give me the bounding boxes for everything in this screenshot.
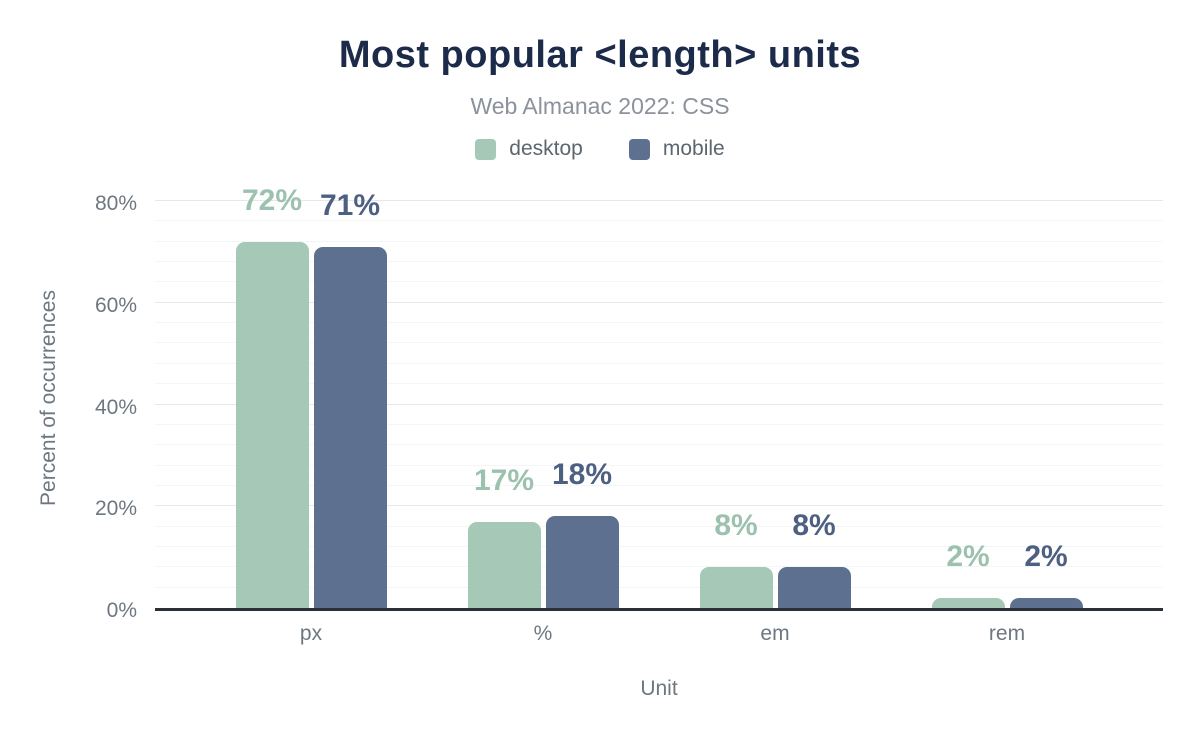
desktop-bar <box>699 567 773 608</box>
gridline-minor <box>155 586 1163 588</box>
gridline-minor <box>155 464 1163 466</box>
mobile-bar-value-label: 71% <box>319 188 381 222</box>
mobile-bar-value-label: 18% <box>551 458 613 492</box>
y-tick-label: 20% <box>94 497 137 521</box>
desktop-bar-slot: 17% <box>467 186 541 608</box>
gridline-minor <box>155 362 1163 364</box>
gridline-minor <box>155 383 1163 385</box>
chart-subtitle: Web Almanac 2022: CSS <box>470 93 730 119</box>
desktop-bar <box>467 521 541 608</box>
mobile-bar <box>313 246 387 608</box>
desktop-bar-value-label: 8% <box>714 509 758 543</box>
gridline-minor <box>155 261 1163 263</box>
gridline-minor <box>155 484 1163 486</box>
bar-group-rem: 2% 2% rem <box>931 186 1083 645</box>
desktop-bar-value-label: 2% <box>946 539 990 573</box>
gridline-minor <box>155 545 1163 547</box>
gridline-minor <box>155 444 1163 446</box>
gridline-major <box>155 301 1163 303</box>
mobile-bar-slot: 71% <box>313 186 387 608</box>
gridline-minor <box>155 525 1163 527</box>
y-tick-label: 40% <box>94 395 137 419</box>
desktop-bar <box>235 241 309 608</box>
gridline-major <box>155 403 1163 405</box>
y-tick-label: 60% <box>94 293 137 317</box>
y-tick-label: 80% <box>94 192 137 215</box>
gridline-minor <box>155 423 1163 425</box>
desktop-bar-slot: 72% <box>235 183 309 608</box>
legend-item-desktop: desktop <box>475 137 583 161</box>
bar-group-%: 17% 18%% <box>467 186 619 645</box>
gridline-major <box>155 505 1163 507</box>
mobile-bar-slot: 2% <box>1009 186 1083 608</box>
mobile-bar-value-label: 8% <box>792 509 836 543</box>
x-tick-label: px <box>299 622 323 645</box>
gridline-major <box>155 200 1163 201</box>
legend-label: desktop <box>509 137 583 160</box>
x-tick-label: % <box>533 622 553 645</box>
gridline-minor <box>155 342 1163 344</box>
x-axis-title: Unit <box>640 677 678 700</box>
gridline-minor <box>155 220 1163 222</box>
legend-swatch-icon <box>628 138 650 160</box>
mobile-bar-slot: 18% <box>545 186 619 608</box>
chart-title: Most popular <length> units <box>338 34 862 76</box>
legend: desktop mobile <box>0 137 1200 161</box>
mobile-bar-value-label: 2% <box>1024 539 1068 573</box>
y-axis-ticks: 0% 20% 40% 60% 80% <box>0 186 147 622</box>
bar-groups: 72% 71% px 17% 18%% 8% 8% em 2% 2% rem <box>155 183 1163 645</box>
mobile-bar-slot: 8% <box>777 186 851 608</box>
gridline-minor <box>155 240 1163 242</box>
desktop-bar-value-label: 72% <box>241 183 303 217</box>
legend-label: mobile <box>662 137 725 160</box>
plot-area: 72% 71% px 17% 18%% 8% 8% em 2% 2% rem <box>155 183 1163 645</box>
y-tick-label: 0% <box>106 599 137 622</box>
desktop-bar <box>931 597 1005 608</box>
mobile-bar <box>545 516 619 608</box>
bar-group-px: 72% 71% px <box>235 183 387 645</box>
x-tick-label: rem <box>988 622 1026 645</box>
bar-group-em: 8% 8% em <box>699 186 851 645</box>
gridline-minor <box>155 566 1163 568</box>
desktop-bar-slot: 8% <box>699 186 773 608</box>
x-tick-label: em <box>760 622 790 645</box>
gridline-minor <box>155 281 1163 283</box>
gridline-minor <box>155 322 1163 324</box>
legend-item-mobile: mobile <box>628 137 725 161</box>
desktop-bar-value-label: 17% <box>473 463 535 497</box>
mobile-bar <box>777 567 851 608</box>
mobile-bar <box>1009 597 1083 608</box>
legend-swatch-icon <box>475 138 497 160</box>
desktop-bar-slot: 2% <box>931 186 1005 608</box>
